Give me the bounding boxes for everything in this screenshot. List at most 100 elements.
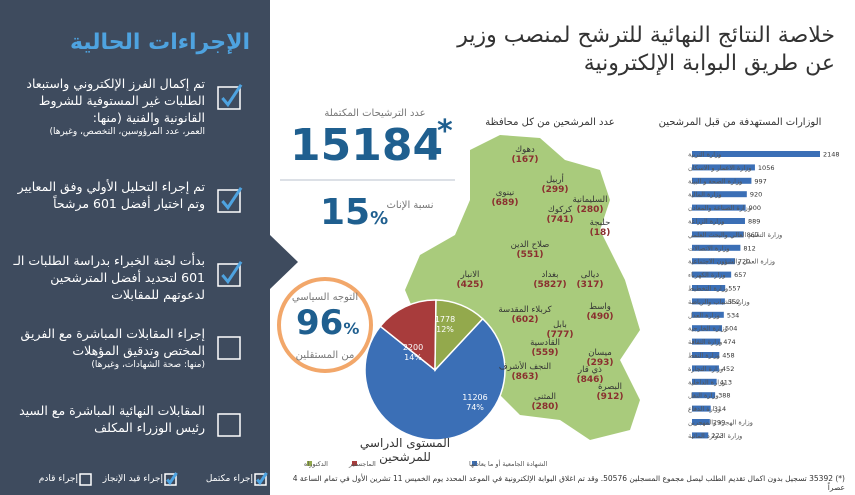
bar-category: وزارة الثقافة (688, 338, 722, 346)
pie-slice (434, 299, 484, 372)
bar-category: وزارة العدل (688, 311, 720, 319)
pie-slice (379, 299, 437, 372)
bar (692, 419, 710, 425)
province-name: كربلاء المقدسة (498, 305, 552, 315)
bar (692, 298, 725, 305)
female-label: نسبة الإناث (386, 200, 434, 211)
bar (692, 285, 726, 291)
legend-text: إجراء قيد الإنجاز (102, 474, 163, 484)
bar-category: وزارة الخارجية (688, 325, 727, 333)
pie-slice (364, 317, 506, 441)
province-name: بابل (553, 320, 567, 330)
panel-item: بدأت لجنة الخبراء بدراسة الطلبات الـ 601… (13, 253, 205, 302)
bar-value: 452 (722, 365, 734, 373)
bar-value: 2148 (823, 151, 840, 159)
bar-title: الوزارات المستهدفة من قبل المرشحين (658, 117, 822, 128)
bar-value: 534 (727, 311, 739, 319)
independent-value: 96 (296, 303, 344, 343)
footnote: (*) 35392 تسجيل بدون اكمال تقديم الطلب ل… (292, 474, 845, 492)
bar-value: 458 (722, 352, 734, 360)
female-stat: 15% (320, 192, 388, 233)
province-name: بغداد (541, 270, 559, 280)
bar-value: 557 (728, 285, 740, 293)
bar-value: 900 (749, 204, 761, 212)
bar (692, 311, 724, 318)
legend-swatch (472, 461, 477, 466)
political-label: التوجه السياسي (291, 292, 359, 303)
province-count: (293) (586, 358, 614, 368)
item-checkbox (217, 263, 241, 287)
bar-category: وزارة الهجرة والمهجرين (688, 419, 753, 427)
pie-title: المستوى الدراسي للمرشحين (359, 436, 451, 464)
province-name: حلبجة (589, 218, 611, 228)
bar-value: 720 (738, 258, 750, 266)
bar-category: وزارة الكهرباء (688, 271, 726, 279)
bar (692, 258, 735, 265)
province-count: (490) (586, 312, 614, 322)
slice-percent: 12% (436, 325, 454, 334)
province-count: (912) (596, 392, 624, 402)
legend-label: الشهادة الجامعية أو ما يعادلها (469, 459, 548, 468)
independent-unit: % (343, 319, 360, 338)
province-count: (777) (546, 330, 574, 340)
stat-label: عدد الترشيحات المكتملة (324, 108, 426, 119)
bar (692, 325, 723, 332)
item-checkbox-tick (221, 186, 243, 211)
slice-value: 2200 (403, 343, 423, 352)
side-panel (0, 0, 298, 495)
asterisk: * (437, 114, 453, 149)
province-count: (689) (491, 198, 519, 208)
province-count: (5827) (533, 280, 567, 290)
province-name: ديالى (580, 270, 600, 280)
female-value: 15 (320, 192, 371, 233)
bar-category: وزارة الداخلية (688, 378, 725, 386)
bar-value: 314 (714, 405, 726, 413)
province-count: (280) (576, 205, 604, 215)
legend-checkbox (164, 473, 177, 486)
province-name: السليمانية (572, 195, 608, 205)
independent-label: من المستقلين (295, 350, 355, 361)
province-count: (551) (516, 250, 544, 260)
bar-category: وزارة الاتصالات (688, 244, 729, 252)
bar-value: 413 (720, 378, 732, 386)
legend-text: إجراء مكتمل (205, 474, 253, 484)
bar-value: 504 (725, 325, 737, 333)
bar (692, 378, 717, 385)
province-name: النجف الأشرف (498, 362, 552, 372)
slice-percent: 14% (404, 353, 422, 362)
item-checkbox-tick (221, 260, 243, 285)
bar-value: 657 (734, 271, 746, 279)
bar (692, 191, 747, 198)
bar-category: وزارة التربية (688, 151, 721, 159)
panel-item: المقابلات النهائية المباشرة مع السيد رئي… (19, 403, 205, 435)
item-checkbox (217, 336, 241, 360)
panel-item: إجراء المقابلات المباشرة مع الفريق المخت… (10, 325, 205, 371)
bar-value: 299 (713, 419, 725, 427)
bar-value: 388 (718, 392, 730, 400)
legend-checkbox (254, 473, 267, 486)
bar-category: وزارة التخطيط (688, 285, 728, 293)
independent-stat: 96% (296, 303, 359, 343)
legend-checkbox-tick (166, 472, 178, 486)
item-note: العمر، عدد المرؤوسين، التخصص، وغيرها) (49, 127, 205, 137)
province-name: الانبار (460, 270, 480, 280)
province-name: القادسية (530, 338, 560, 348)
item-checkbox (217, 189, 241, 213)
province-name: صلاح الدين (510, 240, 550, 250)
bar-value: 920 (750, 191, 762, 199)
province-count: (280) (531, 402, 559, 412)
legend-checkbox-tick (256, 472, 268, 486)
legend-label: الماجستير (348, 460, 376, 468)
legend-swatch (352, 461, 357, 466)
bar (692, 244, 741, 251)
bar-category: وزارة الصحة و البيئة (688, 177, 742, 185)
bar-category: وزارة النقل (688, 392, 719, 400)
province-name: البصرة (597, 382, 623, 392)
province-count: (846) (576, 375, 604, 385)
bar-category: وزارة الصناعة والمعادن (688, 204, 751, 212)
province-count: (425) (456, 280, 484, 290)
bar-category: وزارة التعليم العالي والبحث العلمي (688, 231, 782, 239)
stat-value: 15184 (290, 120, 444, 171)
bar-value: 474 (723, 338, 735, 346)
